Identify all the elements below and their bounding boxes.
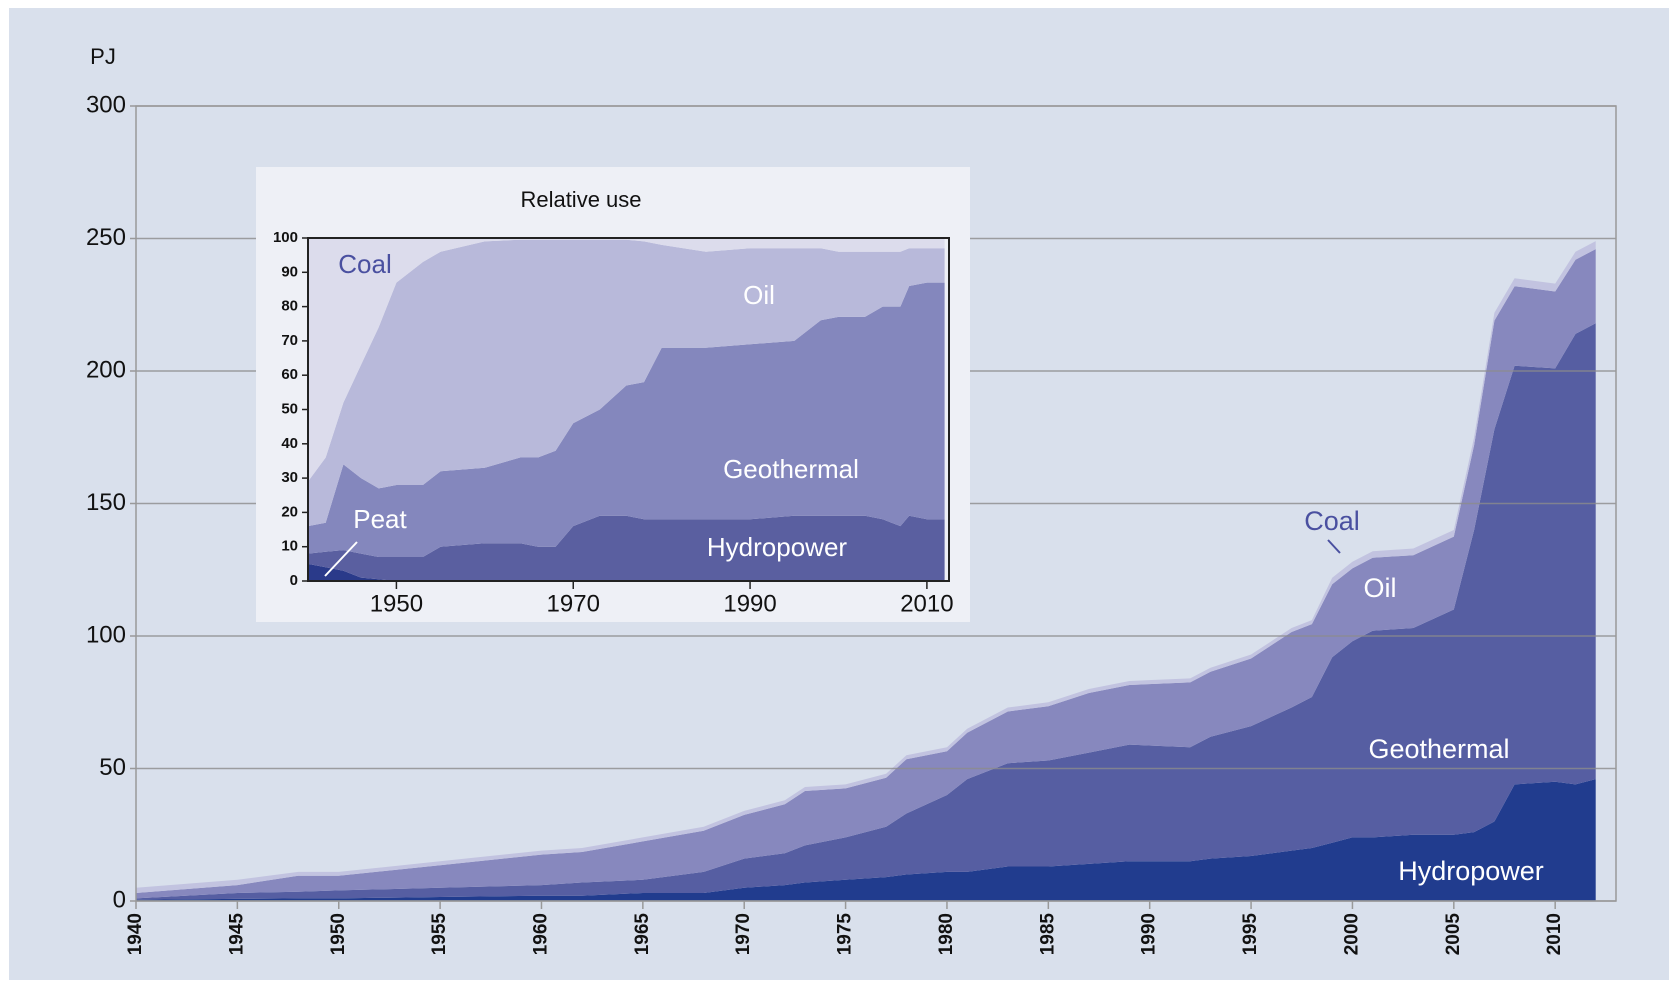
x-tick-label: 1940	[125, 913, 146, 955]
area	[136, 779, 1596, 901]
series-label: Peat	[353, 504, 407, 534]
y-tick-label: 200	[86, 356, 126, 383]
x-tick-label: 1965	[632, 913, 653, 956]
y-axis-label: PJ	[90, 44, 116, 69]
x-tick-label: 1990	[723, 590, 776, 617]
x-tick-label: 1950	[370, 590, 423, 617]
x-tick-label: 1960	[530, 913, 551, 955]
series-label: Hydropower	[707, 532, 848, 562]
series-label: Hydropower	[1398, 856, 1544, 886]
area	[308, 515, 945, 581]
y-tick-label: 300	[86, 91, 126, 118]
y-tick-label: 0	[113, 886, 126, 913]
series-label: Oil	[743, 280, 775, 310]
y-tick-label: 50	[281, 400, 298, 417]
x-tick-label: 2005	[1443, 913, 1464, 956]
y-tick-label: 250	[86, 224, 126, 251]
inset-chart: 0 10 20 30 40 50 60 70 80 90 100 1950 1970 1990 2010 Pe…	[273, 229, 954, 617]
y-tick-label: 80	[281, 298, 298, 315]
x-tick-label: 2010	[900, 590, 953, 617]
x-tick-label: 1970	[547, 590, 600, 617]
area	[308, 563, 945, 581]
x-tick-label: 1995	[1240, 913, 1261, 956]
series-label: Geothermal	[723, 454, 859, 484]
y-tick-label: 60	[281, 366, 298, 383]
x-tick-label: 1955	[429, 913, 450, 956]
x-tick-label: 2000	[1341, 913, 1362, 955]
y-tick-label: 70	[281, 332, 298, 349]
x-tick-label: 1990	[1139, 913, 1160, 955]
plot-frame	[135, 105, 1617, 902]
x-tick-label: 1980	[936, 913, 957, 955]
area	[308, 239, 945, 527]
y-tick-label: 150	[86, 489, 126, 516]
x-tick-label: 1970	[733, 913, 754, 955]
y-tick-label: 10	[281, 538, 298, 555]
series-label: Oil	[1364, 573, 1397, 603]
series-label: Geothermal	[1368, 734, 1509, 764]
y-tick-label: 0	[290, 572, 298, 589]
area	[136, 323, 1596, 900]
y-tick-label: 90	[281, 263, 298, 280]
area	[308, 238, 945, 482]
y-tick-label: 30	[281, 469, 298, 486]
series-label: Coal	[1304, 506, 1360, 536]
x-tick-label: 1975	[835, 913, 856, 956]
inset-title: Relative use	[520, 187, 641, 212]
y-tick-label: 50	[99, 754, 126, 781]
y-tick-label: 40	[281, 435, 298, 452]
x-tick-label: 1985	[1037, 913, 1058, 956]
area	[308, 282, 945, 557]
x-tick-label: 2010	[1544, 913, 1565, 955]
peat-pointer	[324, 541, 358, 577]
x-tick-label: 1945	[226, 913, 247, 956]
coal-pointer	[1327, 539, 1341, 554]
plot-frame	[307, 237, 950, 582]
y-tick-label: 100	[273, 229, 298, 246]
y-tick-label: 100	[86, 621, 126, 648]
x-tick-label: 1950	[328, 913, 349, 955]
series-label: Coal	[338, 249, 391, 279]
y-tick-label: 20	[281, 503, 298, 520]
